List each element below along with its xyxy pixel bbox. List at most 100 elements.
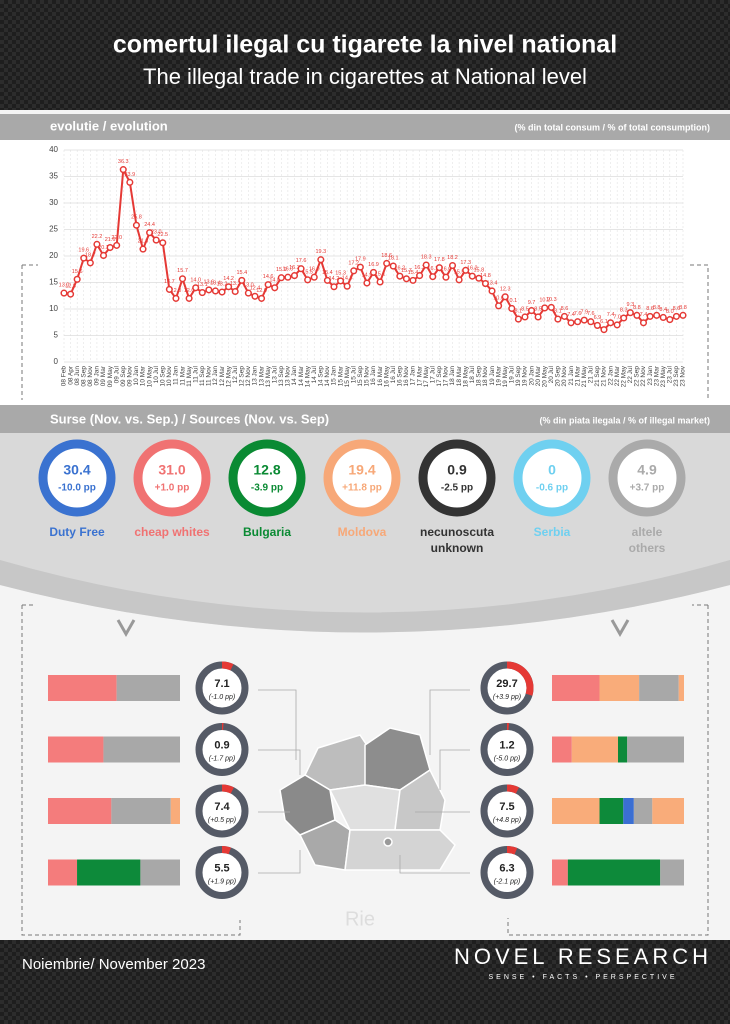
point bbox=[435, 264, 443, 272]
x-tick-label: 10 Sep bbox=[159, 366, 166, 387]
section-title: Surse (Nov. vs. Sep.) / Sources (Nov. vs… bbox=[50, 411, 329, 426]
section-bar bbox=[0, 405, 730, 433]
donut-label: Moldova bbox=[338, 525, 387, 539]
data-label: 23.0 bbox=[151, 230, 162, 236]
data-label: 12.3 bbox=[500, 286, 511, 292]
x-tick-label: 16 Mar bbox=[377, 365, 384, 386]
bar-segment bbox=[552, 675, 600, 701]
data-label: 13.6 bbox=[204, 279, 215, 285]
x-tick-label: 19 Nov bbox=[522, 365, 529, 386]
x-tick-label: 13 May bbox=[265, 365, 272, 387]
x-tick-label: 14 Nov bbox=[324, 365, 331, 386]
point bbox=[389, 262, 397, 270]
point bbox=[165, 285, 173, 293]
x-tick-label: 11 May bbox=[186, 365, 193, 387]
data-label: 16.3 bbox=[414, 265, 425, 271]
x-tick-label: 09 May bbox=[107, 365, 114, 387]
data-label: 17.2 bbox=[348, 260, 359, 266]
point bbox=[60, 289, 68, 297]
y-tick-label: 0 bbox=[54, 357, 59, 366]
bar-segment bbox=[660, 859, 684, 886]
data-label: 8.3 bbox=[620, 307, 628, 313]
point bbox=[620, 314, 628, 322]
x-tick-label: 15 Sep bbox=[357, 366, 364, 387]
bar-segment bbox=[48, 675, 117, 701]
data-label: 19.3 bbox=[315, 249, 326, 255]
x-tick-label: 22 Mar bbox=[614, 365, 621, 386]
bar-segment bbox=[48, 736, 104, 763]
x-tick-label: 08 Apr bbox=[67, 365, 74, 385]
x-tick-label: 10 Nov bbox=[166, 365, 173, 386]
data-label: 6.9 bbox=[594, 315, 602, 321]
point bbox=[73, 275, 81, 283]
donut-label: cheap whites bbox=[134, 525, 210, 539]
donut-label: necunoscuta bbox=[420, 525, 494, 539]
point bbox=[323, 276, 331, 284]
bar-segment bbox=[48, 859, 78, 886]
point bbox=[488, 287, 496, 295]
donut-value: 4.9 bbox=[637, 462, 657, 478]
x-tick-label: 18 Jan bbox=[449, 366, 456, 386]
map-region bbox=[344, 829, 456, 871]
data-label: 7.6 bbox=[574, 311, 582, 317]
donut-value: 31.0 bbox=[158, 462, 185, 478]
point bbox=[244, 289, 252, 297]
point bbox=[86, 259, 94, 267]
connector bbox=[399, 855, 470, 874]
gauge-change: (-1.0 pp) bbox=[209, 694, 235, 701]
point bbox=[93, 240, 101, 248]
data-label: 15.5 bbox=[454, 269, 465, 275]
data-label: 16.3 bbox=[289, 265, 300, 271]
point bbox=[251, 292, 259, 300]
point bbox=[376, 278, 384, 286]
data-label: 16.2 bbox=[467, 266, 478, 272]
data-label: 14.0 bbox=[269, 277, 280, 283]
point bbox=[672, 312, 680, 320]
x-tick-label: 19 Mar bbox=[495, 365, 502, 386]
point bbox=[416, 272, 424, 280]
point bbox=[211, 287, 220, 295]
title: comertul ilegal cu tigarete la nivel nat… bbox=[113, 31, 617, 59]
data-label: 14.2 bbox=[223, 276, 234, 282]
x-tick-label: 16 May bbox=[383, 365, 390, 387]
x-tick-label: 23 Sep bbox=[673, 366, 680, 387]
data-label: 8.6 bbox=[646, 306, 654, 312]
point bbox=[501, 293, 509, 301]
x-tick-label: 23 May bbox=[660, 365, 667, 387]
point bbox=[574, 318, 582, 326]
donut-change: -2.5 pp bbox=[441, 483, 473, 494]
donut-ring bbox=[323, 439, 401, 517]
point bbox=[290, 272, 299, 280]
x-tick-label: 13 Jan bbox=[252, 366, 259, 386]
footer-bg bbox=[0, 940, 730, 1024]
x-tick-label: 22 Nov bbox=[640, 365, 647, 386]
x-tick-label: 20 Sep bbox=[555, 366, 562, 387]
gauge-value: 7.4 bbox=[214, 801, 230, 813]
data-label: 14.2 bbox=[329, 276, 340, 282]
x-tick-label: 18 Jul bbox=[469, 365, 476, 383]
data-label: 18.1 bbox=[388, 256, 399, 262]
y-tick-label: 40 bbox=[49, 145, 58, 154]
data-label: 16.1 bbox=[427, 266, 438, 272]
x-tick-label: 21 May bbox=[581, 365, 588, 387]
gauge-arc bbox=[506, 784, 520, 794]
point bbox=[475, 274, 483, 282]
point bbox=[567, 319, 575, 327]
point bbox=[363, 279, 371, 287]
x-tick-label: 20 Jan bbox=[528, 366, 535, 386]
data-label: 14.3 bbox=[342, 276, 353, 282]
point bbox=[442, 273, 450, 281]
point bbox=[593, 321, 601, 329]
x-tick-label: 13 Mar bbox=[258, 365, 265, 386]
curve-shadow bbox=[0, 560, 730, 633]
x-tick-label: 23 Nov bbox=[680, 365, 687, 386]
point bbox=[396, 272, 404, 280]
data-label: 8.8 bbox=[633, 305, 641, 311]
x-tick-label: 14 May bbox=[304, 365, 311, 387]
point bbox=[198, 289, 206, 297]
bar-segment bbox=[48, 798, 112, 824]
data-label: 13.4 bbox=[210, 280, 221, 286]
x-tick-label: 15 Nov bbox=[364, 365, 371, 386]
point bbox=[205, 286, 213, 294]
